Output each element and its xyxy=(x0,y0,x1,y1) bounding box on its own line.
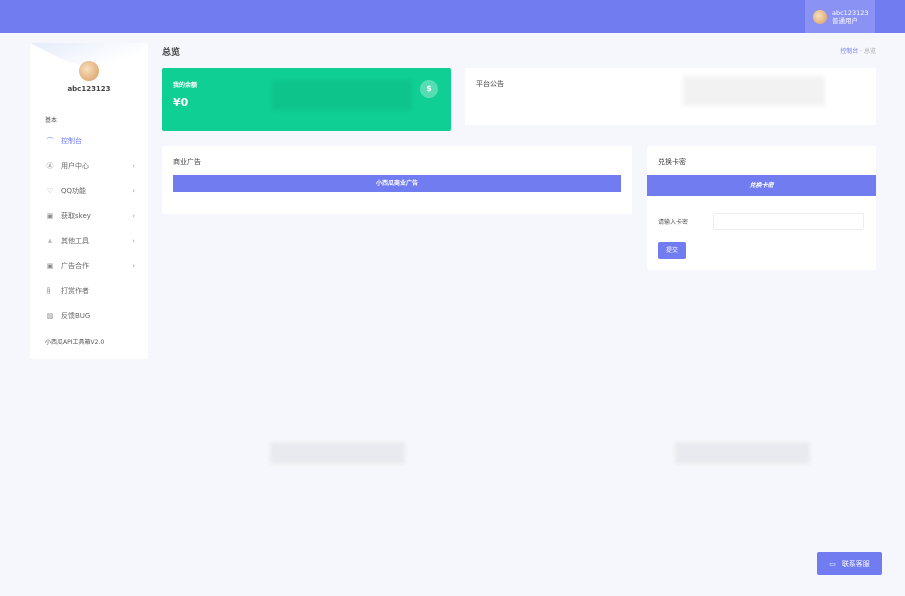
tools-icon: ⩓ xyxy=(48,236,52,245)
sidebar-item[interactable]: ⺼打赏作者 xyxy=(45,284,135,298)
header-username: abc123123 xyxy=(832,8,869,17)
chevron-right-icon: › xyxy=(132,212,135,220)
submit-button[interactable]: 提交 xyxy=(658,242,686,259)
dashboard-icon: ⌒ xyxy=(46,137,54,145)
ad-icon: ▣ xyxy=(46,262,54,270)
ads-title: 商业广告 xyxy=(173,158,201,166)
notice-card: 平台公告 xyxy=(465,68,876,125)
sidebar-item[interactable]: ▣ 广告合作 › xyxy=(45,259,135,273)
contact-label: 联系客服 xyxy=(841,559,870,568)
breadcrumb: 控制台 · 总览 xyxy=(840,48,876,55)
notice-title: 平台公告 xyxy=(476,80,504,88)
chevron-right-icon: › xyxy=(132,262,135,270)
balance-value: ¥0 xyxy=(173,96,189,109)
chevron-right-icon: › xyxy=(132,162,135,170)
user-menu[interactable]: abc123123 普通用户 xyxy=(805,0,875,33)
dollar-icon: $ xyxy=(420,80,438,98)
breadcrumb-current: 总览 xyxy=(863,48,876,55)
blurred-region xyxy=(270,442,405,464)
bug-icon: ▨ xyxy=(46,312,54,320)
sidebar-item-label: QQ功能 xyxy=(61,187,87,195)
balance-label: 我的余额 xyxy=(173,82,198,89)
blurred-region xyxy=(675,442,810,464)
redeem-banner: 兑换卡密 xyxy=(647,175,876,196)
sidebar-item[interactable]: ⌒ 控制台 xyxy=(45,134,135,148)
chevron-right-icon: › xyxy=(132,187,135,195)
breadcrumb-home[interactable]: 控制台 xyxy=(840,48,859,55)
redeem-input-label: 请输入卡密 xyxy=(658,219,689,226)
avatar xyxy=(813,9,827,24)
top-header: abc123123 普通用户 xyxy=(0,0,905,33)
redeem-title: 兑换卡密 xyxy=(658,158,686,166)
contact-support-button[interactable]: ▭ 联系客服 xyxy=(817,552,882,575)
shield-icon: ♡ xyxy=(46,187,54,195)
sidebar-item-label: 其他工具 xyxy=(61,237,89,245)
chevron-right-icon: › xyxy=(132,237,135,245)
balance-card: 我的余额 ¥0 $ xyxy=(162,68,451,131)
version-label: 小西瓜API工具箱V2.0 xyxy=(45,339,105,346)
user-icon: Ⓐ xyxy=(46,162,54,170)
sidebar-item[interactable]: ⩓ 其他工具 › xyxy=(45,234,135,248)
sidebar-item-label: 打赏作者 xyxy=(61,287,89,295)
header-role: 普通用户 xyxy=(832,16,858,25)
sidebar-avatar xyxy=(79,61,99,81)
blurred-region xyxy=(272,80,412,110)
redeem-card: 兑换卡密 兑换卡密 请输入卡密 提交 xyxy=(647,146,876,270)
sidebar-item-label: 用户中心 xyxy=(61,162,89,170)
key-icon: ▣ xyxy=(46,212,54,220)
chat-icon: ▭ xyxy=(829,559,836,568)
sidebar-item-label: 获取skey xyxy=(61,212,91,220)
sidebar: abc123123 基本 ⌒ 控制台 Ⓐ 用户中心 › ♡ QQ功能 › ▣ 获取skey › ⩓ 其他… xyxy=(30,43,148,359)
sidebar-item-label: 广告合作 xyxy=(61,262,89,270)
ads-banner[interactable]: 小西瓜商业广告 xyxy=(173,175,621,192)
sidebar-item[interactable]: ♡ QQ功能 › xyxy=(45,184,135,198)
redeem-code-input[interactable] xyxy=(713,213,864,230)
sidebar-item[interactable]: ▣ 获取skey › xyxy=(45,209,135,223)
sidebar-item-label: 反馈BUG xyxy=(61,312,91,320)
sidebar-item-label: 控制台 xyxy=(61,137,82,145)
sidebar-section-label: 基本 xyxy=(45,117,58,124)
ads-card: 商业广告 小西瓜商业广告 xyxy=(162,146,632,214)
reward-icon: ⺼ xyxy=(46,287,54,295)
sidebar-item[interactable]: Ⓐ 用户中心 › xyxy=(45,159,136,173)
page-title: 总览 xyxy=(162,48,181,58)
sidebar-item[interactable]: ▨ 反馈BUG xyxy=(45,309,135,323)
sidebar-username: abc123123 xyxy=(67,85,111,93)
blurred-region xyxy=(683,76,825,106)
